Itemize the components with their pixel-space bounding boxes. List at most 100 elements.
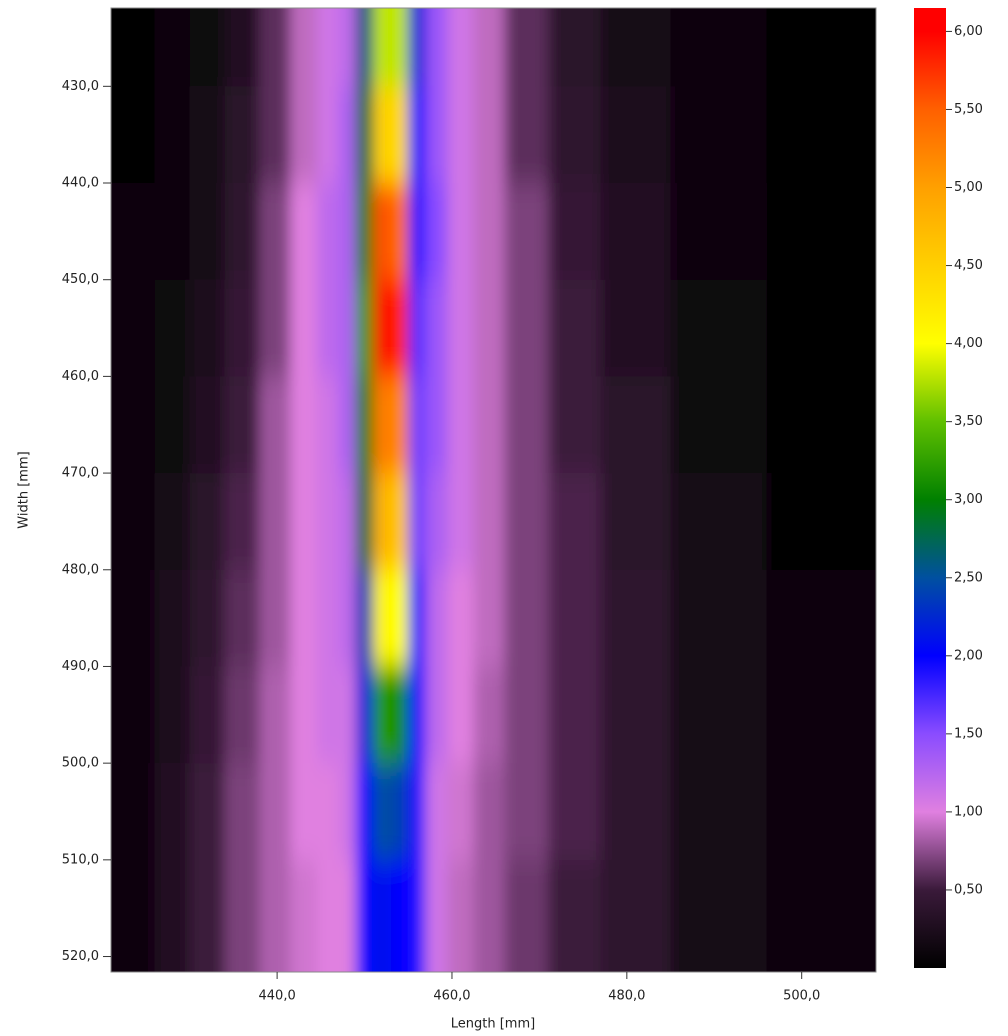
heat-cell bbox=[338, 280, 356, 377]
x-tick-label: 460,0 bbox=[433, 989, 470, 1004]
heat-cell bbox=[426, 666, 448, 763]
heat-cell bbox=[260, 473, 291, 570]
heat-cell bbox=[260, 280, 291, 377]
heat-cell bbox=[190, 473, 225, 570]
heat-cell bbox=[71, 860, 155, 1013]
heat-cell bbox=[426, 280, 448, 377]
heat-cell bbox=[260, 376, 291, 473]
heat-cell bbox=[391, 280, 409, 377]
heat-cell bbox=[316, 86, 338, 183]
heat-cell bbox=[504, 473, 548, 570]
colorbar-tick-label: 3,00 bbox=[954, 492, 983, 507]
heat-cell bbox=[548, 183, 601, 280]
heat-cell bbox=[408, 666, 426, 763]
heat-cell bbox=[671, 86, 768, 183]
heat-cell bbox=[426, 0, 448, 87]
heat-cell bbox=[71, 666, 155, 763]
y-tick-label: 480,0 bbox=[62, 562, 99, 577]
heat-cell bbox=[225, 860, 260, 1013]
heat-cell bbox=[290, 376, 317, 473]
heat-cell bbox=[190, 0, 225, 87]
colorbar-tick-label: 2,00 bbox=[954, 648, 983, 663]
heat-cell bbox=[373, 183, 391, 280]
heat-cell bbox=[316, 570, 338, 667]
heat-cell bbox=[474, 280, 505, 377]
heat-cell bbox=[448, 666, 475, 763]
heat-cell bbox=[548, 0, 601, 87]
heat-cell bbox=[767, 570, 917, 667]
heat-cell bbox=[474, 473, 505, 570]
y-tick-label: 520,0 bbox=[62, 949, 99, 964]
heat-cell bbox=[316, 666, 338, 763]
heat-cell bbox=[225, 0, 260, 87]
heat-cell bbox=[338, 183, 356, 280]
heat-cell bbox=[671, 0, 768, 87]
heat-cell bbox=[71, 0, 155, 87]
heat-cell bbox=[391, 376, 409, 473]
heat-cell bbox=[448, 86, 475, 183]
heat-cell bbox=[338, 666, 356, 763]
heat-cell bbox=[190, 860, 225, 1013]
heat-cell bbox=[155, 666, 190, 763]
y-tick-label: 450,0 bbox=[62, 272, 99, 287]
heat-cell bbox=[601, 183, 671, 280]
heat-cell bbox=[474, 0, 505, 87]
heat-cell bbox=[548, 570, 601, 667]
heat-cell bbox=[260, 763, 291, 860]
heat-cell bbox=[474, 570, 505, 667]
heat-cell bbox=[391, 860, 409, 1013]
heat-cell bbox=[548, 280, 601, 377]
heat-cell bbox=[504, 183, 548, 280]
heat-cell bbox=[155, 570, 190, 667]
heat-cell bbox=[71, 376, 155, 473]
heat-cell bbox=[356, 0, 374, 87]
colorbar-tick-label: 5,50 bbox=[954, 102, 983, 117]
heat-cell bbox=[767, 280, 917, 377]
heat-cell bbox=[426, 570, 448, 667]
heat-cell bbox=[671, 376, 768, 473]
heat-cell bbox=[71, 183, 155, 280]
colorbar-tick-label: 1,00 bbox=[954, 804, 983, 819]
heat-cell bbox=[71, 570, 155, 667]
heat-cell bbox=[338, 473, 356, 570]
heat-cell bbox=[671, 280, 768, 377]
heat-cell bbox=[474, 860, 505, 1013]
heat-cell bbox=[448, 0, 475, 87]
heat-cell bbox=[391, 183, 409, 280]
heat-cell bbox=[408, 86, 426, 183]
heat-cell bbox=[290, 0, 317, 87]
heat-cell bbox=[408, 860, 426, 1013]
heat-cell bbox=[190, 183, 225, 280]
heat-cell bbox=[225, 86, 260, 183]
heat-cell bbox=[474, 666, 505, 763]
heat-cell bbox=[190, 570, 225, 667]
heat-cell bbox=[260, 183, 291, 280]
heat-cell bbox=[155, 183, 190, 280]
heat-cell bbox=[290, 86, 317, 183]
heat-cell bbox=[426, 473, 448, 570]
heat-cell bbox=[316, 376, 338, 473]
heat-cell bbox=[391, 86, 409, 183]
heat-cell bbox=[155, 763, 190, 860]
heat-cell bbox=[426, 376, 448, 473]
heat-cell bbox=[190, 280, 225, 377]
heat-cell bbox=[767, 376, 917, 473]
heat-cell bbox=[408, 763, 426, 860]
heatmap bbox=[71, 0, 917, 1013]
colorbar bbox=[914, 8, 946, 968]
x-tick-label: 500,0 bbox=[783, 989, 820, 1004]
y-tick-label: 430,0 bbox=[62, 79, 99, 94]
heat-cell bbox=[155, 0, 190, 87]
heat-cell bbox=[504, 763, 548, 860]
heat-cell bbox=[356, 86, 374, 183]
x-tick-label: 440,0 bbox=[259, 989, 296, 1004]
heat-cell bbox=[474, 86, 505, 183]
heat-cell bbox=[408, 376, 426, 473]
y-tick-label: 510,0 bbox=[62, 852, 99, 867]
heat-cell bbox=[504, 86, 548, 183]
heat-cell bbox=[767, 473, 917, 570]
heat-cell bbox=[474, 763, 505, 860]
heat-cell bbox=[601, 376, 671, 473]
y-tick-label: 470,0 bbox=[62, 466, 99, 481]
